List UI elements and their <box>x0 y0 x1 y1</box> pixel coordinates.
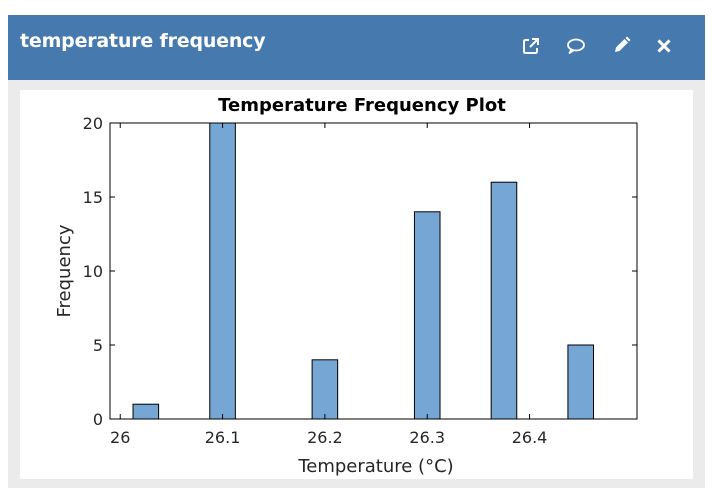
bar <box>132 403 160 420</box>
comment-icon <box>567 38 585 54</box>
y-tick-label: 0 <box>93 410 103 429</box>
axes-box <box>109 122 638 420</box>
widget-title: temperature frequency <box>20 30 266 52</box>
pencil-icon <box>615 36 631 52</box>
widget-header: temperature frequency <box>8 15 705 80</box>
y-axis-label: Frequency <box>54 224 75 317</box>
x-axis-label: Temperature (°C) <box>297 456 453 477</box>
bar <box>413 211 441 420</box>
close-icon <box>657 39 671 53</box>
bar <box>311 359 339 420</box>
x-tick-label: 26 <box>110 428 130 447</box>
open-external-button[interactable] <box>518 33 544 59</box>
y-tick-label: 20 <box>83 114 103 133</box>
chart-title: Temperature Frequency Plot <box>218 95 506 116</box>
x-tick-label: 26.2 <box>307 428 343 447</box>
comment-button[interactable] <box>563 33 589 59</box>
frequency-chart: Temperature Frequency Plot 26 26.1 26.2 26.… <box>54 95 638 477</box>
chart-widget: temperature frequency <box>8 15 705 488</box>
x-tick-label: 26.4 <box>512 428 548 447</box>
plot-area: Temperature Frequency Plot 26 26.1 26.2 26.… <box>20 90 693 479</box>
bar <box>567 344 595 420</box>
bar <box>209 122 236 420</box>
x-tick-label: 26.3 <box>409 428 445 447</box>
external-link-icon <box>523 38 539 54</box>
x-tick-label: 26.1 <box>205 428 241 447</box>
edit-button[interactable] <box>608 33 634 59</box>
y-tick-label: 5 <box>93 336 103 355</box>
y-tick-label: 10 <box>83 262 103 281</box>
close-button[interactable] <box>651 33 677 59</box>
bar <box>490 181 518 420</box>
y-tick-label: 15 <box>83 188 103 207</box>
